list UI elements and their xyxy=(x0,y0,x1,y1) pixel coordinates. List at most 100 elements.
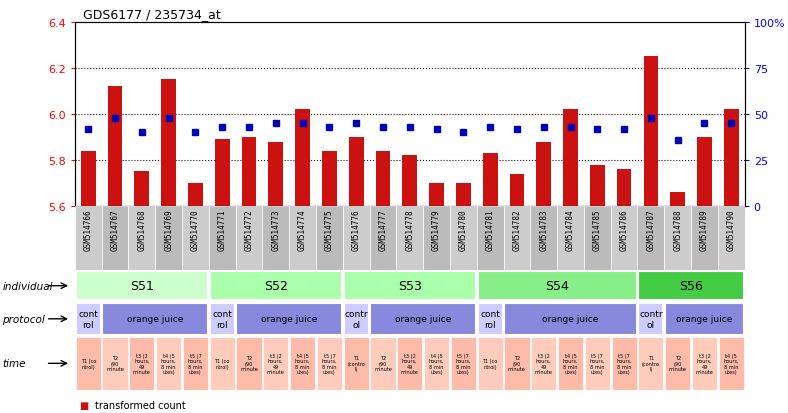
Bar xyxy=(558,337,583,390)
Text: GSM514778: GSM514778 xyxy=(405,209,414,250)
Text: time: time xyxy=(2,358,26,368)
Text: GSM514779: GSM514779 xyxy=(432,209,441,250)
Bar xyxy=(530,206,557,271)
Text: GSM514774: GSM514774 xyxy=(298,209,307,250)
Text: orange juice: orange juice xyxy=(676,315,733,323)
Text: individual: individual xyxy=(2,281,53,291)
Bar xyxy=(344,303,369,335)
Text: GSM514789: GSM514789 xyxy=(700,209,709,250)
Bar xyxy=(451,337,476,390)
Text: GSM514780: GSM514780 xyxy=(459,209,468,250)
Bar xyxy=(611,337,637,390)
Text: GSM514766: GSM514766 xyxy=(84,209,93,250)
Bar xyxy=(344,272,476,300)
Text: GSM514785: GSM514785 xyxy=(593,209,602,250)
Bar xyxy=(478,303,503,335)
Text: GSM514790: GSM514790 xyxy=(727,209,736,250)
Text: t5 (7
hours,
8 min
utes): t5 (7 hours, 8 min utes) xyxy=(322,353,337,374)
Bar xyxy=(665,303,744,335)
Text: GSM514783: GSM514783 xyxy=(539,209,548,250)
Text: GSM514772: GSM514772 xyxy=(244,209,254,250)
Text: t3 (2
hours,
49
minute: t3 (2 hours, 49 minute xyxy=(401,353,418,374)
Bar xyxy=(664,206,691,271)
Bar xyxy=(478,337,503,390)
Bar xyxy=(289,206,316,271)
Bar xyxy=(456,183,470,206)
Text: t4 (5
hours,
8 min
utes): t4 (5 hours, 8 min utes) xyxy=(295,353,310,374)
Text: GSM514777: GSM514777 xyxy=(378,209,388,250)
Text: S56: S56 xyxy=(679,280,703,292)
Bar xyxy=(423,206,450,271)
Text: t3 (2
hours,
49
minute: t3 (2 hours, 49 minute xyxy=(535,353,552,374)
Bar xyxy=(557,206,584,271)
Bar xyxy=(210,337,235,390)
Bar xyxy=(128,206,155,271)
Bar xyxy=(403,156,417,206)
Bar xyxy=(719,337,744,390)
Text: t5 (7
hours,
8 min
utes): t5 (7 hours, 8 min utes) xyxy=(455,353,471,374)
Text: contr
ol: contr ol xyxy=(639,309,663,329)
Bar xyxy=(102,303,208,335)
Text: GSM514787: GSM514787 xyxy=(646,209,656,250)
Text: T2
(90
minute: T2 (90 minute xyxy=(106,356,124,371)
Bar xyxy=(376,151,390,206)
Text: orange juice: orange juice xyxy=(127,315,184,323)
Text: GSM514769: GSM514769 xyxy=(164,209,173,250)
Text: orange juice: orange juice xyxy=(395,315,452,323)
Text: GSM514768: GSM514768 xyxy=(137,209,147,250)
Bar xyxy=(638,337,663,390)
Bar xyxy=(182,206,209,271)
Text: t3 (2
hours,
49
minute: t3 (2 hours, 49 minute xyxy=(696,353,713,374)
Text: GSM514784: GSM514784 xyxy=(566,209,575,250)
Bar xyxy=(611,206,637,271)
Text: contr
ol: contr ol xyxy=(344,309,368,329)
Text: GSM514782: GSM514782 xyxy=(512,209,522,250)
Text: GDS6177 / 235734_at: GDS6177 / 235734_at xyxy=(83,8,221,21)
Bar xyxy=(671,193,685,206)
Bar xyxy=(262,206,289,271)
Bar xyxy=(349,138,363,206)
Bar xyxy=(692,337,717,390)
Bar xyxy=(76,272,208,300)
Bar xyxy=(370,337,396,390)
Bar xyxy=(322,151,336,206)
Bar xyxy=(76,303,101,335)
Bar xyxy=(637,206,664,271)
Bar xyxy=(397,337,422,390)
Bar xyxy=(316,206,343,271)
Text: ■: ■ xyxy=(79,400,88,410)
Text: T1 (co
ntrol): T1 (co ntrol) xyxy=(80,358,96,369)
Text: T1
(contro
l): T1 (contro l) xyxy=(348,356,365,371)
Text: t4 (5
hours,
8 min
utes): t4 (5 hours, 8 min utes) xyxy=(429,353,444,374)
Bar xyxy=(188,183,203,206)
Bar xyxy=(504,337,530,390)
Bar xyxy=(478,272,637,300)
Bar xyxy=(590,165,604,206)
Text: S51: S51 xyxy=(130,280,154,292)
Text: S54: S54 xyxy=(545,280,569,292)
Bar xyxy=(209,206,236,271)
Text: T1
(contro
l): T1 (contro l) xyxy=(642,356,660,371)
Bar xyxy=(537,142,551,206)
Bar xyxy=(531,337,556,390)
Bar xyxy=(317,337,342,390)
Text: T2
(90
minute: T2 (90 minute xyxy=(669,356,686,371)
Bar xyxy=(638,303,663,335)
Bar xyxy=(215,140,229,206)
Bar xyxy=(344,337,369,390)
Text: protocol: protocol xyxy=(2,314,45,324)
Bar xyxy=(242,138,256,206)
Bar xyxy=(236,337,262,390)
Bar xyxy=(102,206,128,271)
Text: GSM514788: GSM514788 xyxy=(673,209,682,250)
Bar xyxy=(156,337,181,390)
Bar xyxy=(510,174,524,206)
Bar xyxy=(718,206,745,271)
Text: t4 (5
hours,
8 min
utes): t4 (5 hours, 8 min utes) xyxy=(161,353,177,374)
Bar xyxy=(102,337,128,390)
Bar xyxy=(296,110,310,206)
Bar xyxy=(450,206,477,271)
Bar xyxy=(617,170,631,206)
Text: GSM514776: GSM514776 xyxy=(351,209,361,250)
Bar xyxy=(584,206,611,271)
